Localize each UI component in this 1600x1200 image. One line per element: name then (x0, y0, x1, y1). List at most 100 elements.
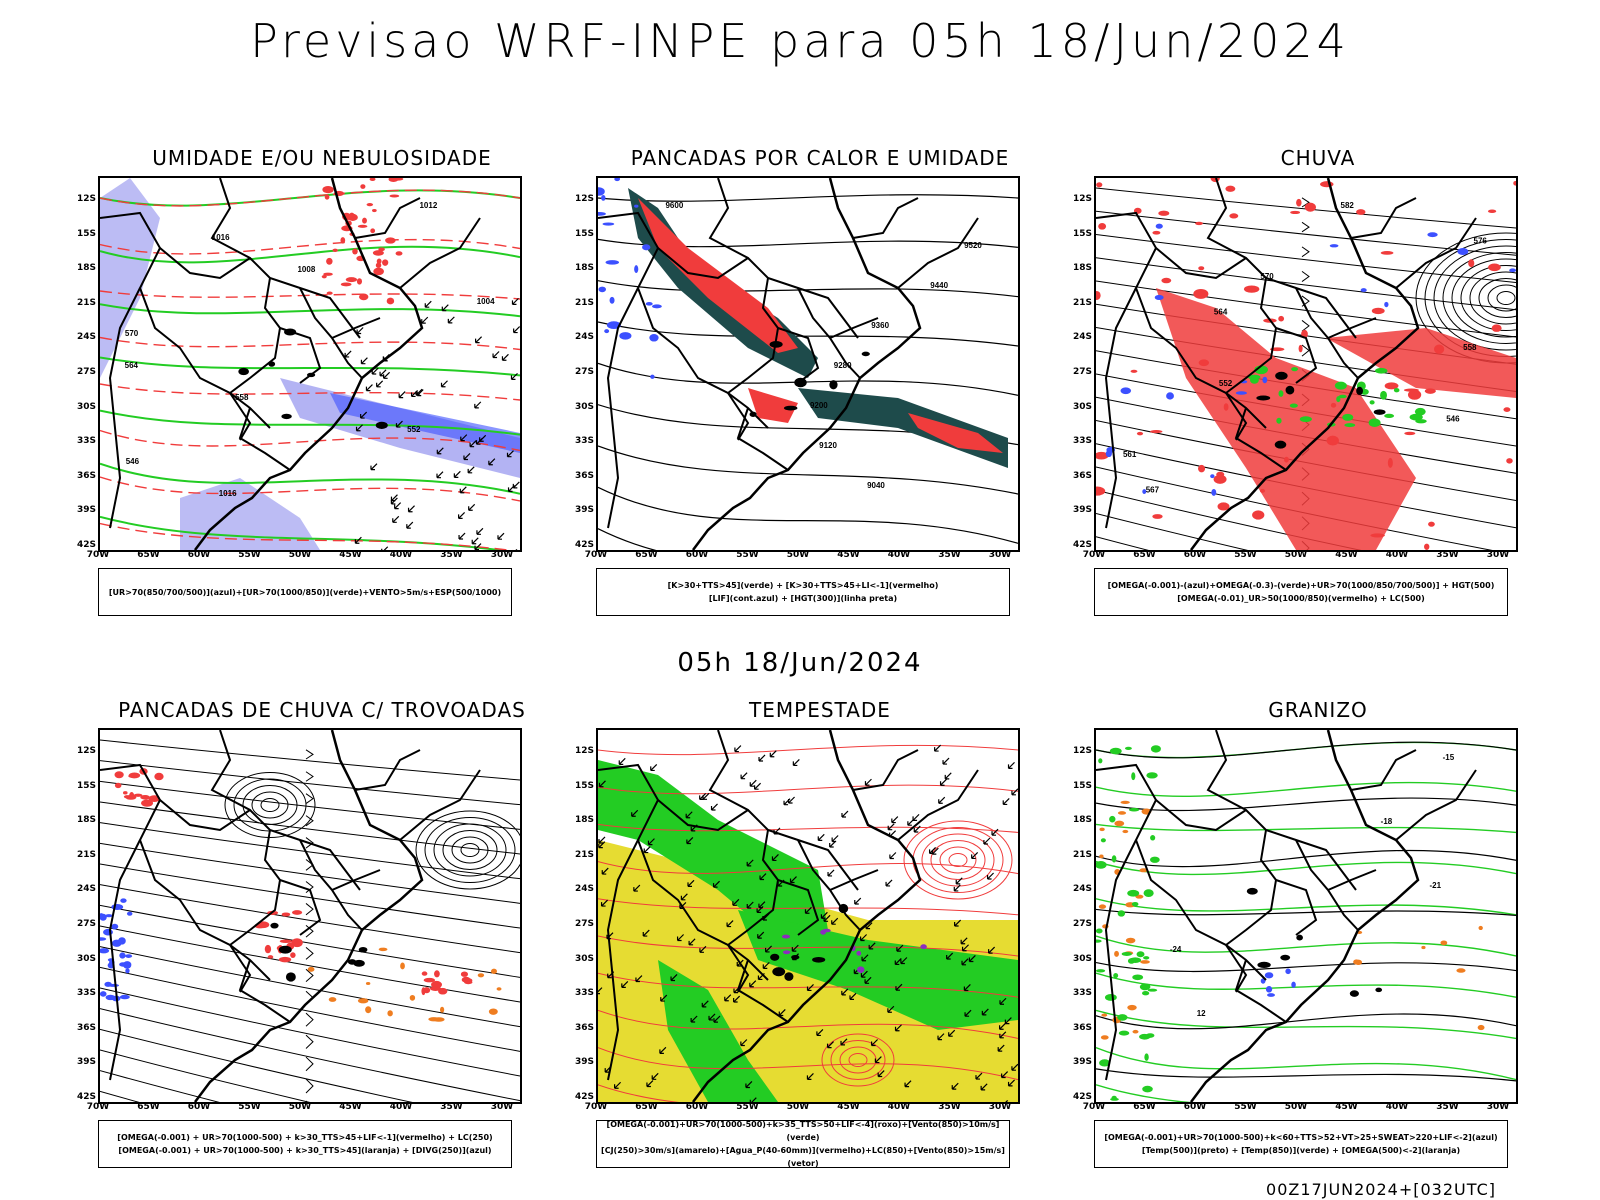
streamline-850 (830, 1040, 886, 1080)
temp850-contour (1096, 972, 1516, 998)
thickness-label-cluster (348, 212, 355, 219)
lon-tick-label: 30W (1486, 1102, 1510, 1112)
streamline (100, 904, 520, 978)
wind-vector (688, 938, 696, 946)
streamline-arrow (305, 771, 314, 782)
lat-tick-label: 24S (1072, 332, 1092, 343)
wind-vector (501, 353, 509, 361)
divergence-cell (100, 937, 107, 941)
strong-ascent-cell (1099, 827, 1105, 832)
wind-vector (769, 750, 777, 758)
hgt300-contour (598, 486, 1018, 544)
lat-tick-label: 30S (76, 401, 96, 412)
lon-tick-label: 65W (1133, 1102, 1156, 1112)
lake-mark (281, 413, 292, 420)
strong-ascent-cell (1100, 1035, 1109, 1040)
temp500-contour (1096, 741, 1516, 759)
divergence-cell (119, 962, 128, 967)
wind-vector (953, 884, 961, 892)
wind-vector (840, 1038, 848, 1046)
weak-ascent-cell (1509, 268, 1516, 273)
lat-tick-label: 42S (1072, 540, 1092, 550)
streamline (100, 801, 520, 855)
wind-vector (983, 837, 991, 845)
streamline-850 (598, 823, 1018, 833)
hgt300-label: 9520 (964, 241, 982, 250)
wind-vector (951, 1082, 959, 1090)
thickness-label-cluster (388, 178, 399, 182)
lake-mark (1280, 954, 1291, 961)
lifted-index-contour (609, 296, 615, 304)
rain-cell (1387, 457, 1393, 468)
wind-vector (713, 1015, 721, 1023)
wind-vector (938, 796, 946, 804)
temperature-label: 12 (1197, 1009, 1206, 1018)
lon-tick-label: 60W (187, 1102, 211, 1112)
lon-tick-label: 40W (1385, 550, 1409, 560)
lat-tick-label: 24S (76, 884, 96, 895)
streamline-850 (948, 853, 968, 867)
lon-tick-label: 60W (1183, 550, 1207, 560)
lon-tick-label: 55W (1234, 550, 1257, 560)
lat-tick-label: 36S (574, 1022, 594, 1033)
moderate-ascent-cell (1384, 413, 1395, 419)
lat-tick-label: 27S (76, 367, 96, 377)
rain-cell (1284, 456, 1289, 463)
map-plot: -15 -18 -21 -24 12 (1094, 728, 1518, 1104)
temp850-contour (1096, 1009, 1516, 1040)
lifted-index-contour (645, 301, 653, 306)
wind-vector (686, 837, 694, 845)
divergence-cell (125, 968, 130, 974)
wind-vector (614, 1081, 622, 1089)
lat-tick-label: 27S (574, 367, 594, 377)
pressure-contour-label: 552 (407, 425, 421, 434)
moderate-ascent-cell (1414, 407, 1426, 416)
wind-vector (660, 994, 668, 1002)
lat-tick-label: 15S (76, 780, 96, 791)
wind-vector (791, 944, 799, 952)
lat-tick-label: 27S (76, 919, 96, 929)
country-border (1206, 178, 1357, 339)
hail-risk-cell (1264, 972, 1274, 979)
thickness-label-cluster (362, 217, 367, 224)
country-border (238, 407, 291, 471)
strong-ascent-cell (1456, 968, 1466, 973)
temp500-contour (1096, 797, 1516, 812)
streamline-arrow (1301, 270, 1310, 282)
hail-risk-cell (1267, 993, 1275, 997)
convective-cell (496, 987, 502, 991)
lat-tick-label: 33S (574, 436, 594, 447)
lake-mark (769, 340, 783, 348)
wind-vector (492, 351, 500, 359)
temp850-contour (1127, 889, 1140, 897)
panel-rain: CHUVA 582 576 570 564 558 552 546 561 567 12S 15S 18… (1058, 146, 1578, 636)
lifted-index-contour (619, 332, 632, 340)
thunder-cell (423, 987, 431, 994)
wind-vector (733, 995, 741, 1003)
wind-vector (960, 937, 968, 945)
wind-vector (453, 470, 461, 478)
temp850-contour (1143, 889, 1154, 898)
circulation-ring (415, 810, 520, 890)
wind-vector (670, 974, 678, 982)
rain-cell (1506, 458, 1513, 464)
wind-vector (467, 466, 475, 474)
streamline (100, 739, 520, 781)
strong-instability-area (908, 413, 1003, 453)
wind-vector (870, 1039, 879, 1047)
wind-vector (406, 521, 414, 529)
temp850-contour (1096, 969, 1106, 973)
rain-cell (1424, 543, 1430, 550)
temp850-contour (1104, 994, 1117, 1001)
thunder-cell (154, 772, 164, 781)
wind-vector (398, 391, 406, 399)
thunder-cell (279, 939, 293, 943)
country-border (354, 749, 421, 791)
thickness-label-cluster (385, 237, 396, 244)
wind-vector (441, 304, 449, 312)
wind-vector (415, 388, 423, 396)
lifted-index-contour (604, 329, 610, 334)
temp850-contour (1142, 991, 1150, 996)
country-border (399, 217, 481, 289)
wind-vector (913, 825, 921, 833)
